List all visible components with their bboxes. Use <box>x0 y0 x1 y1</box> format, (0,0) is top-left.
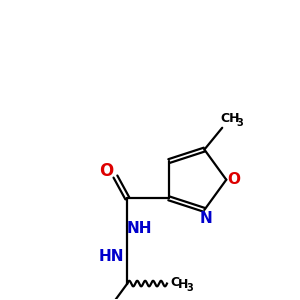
Text: O: O <box>99 162 114 180</box>
Text: CH: CH <box>220 112 240 125</box>
Text: 3: 3 <box>186 283 193 292</box>
Text: O: O <box>228 172 241 187</box>
Text: 3: 3 <box>237 118 243 128</box>
Text: NH: NH <box>127 220 152 236</box>
Text: C: C <box>170 276 179 289</box>
Text: H: H <box>178 278 188 291</box>
Text: HN: HN <box>99 249 124 264</box>
Text: N: N <box>200 211 213 226</box>
